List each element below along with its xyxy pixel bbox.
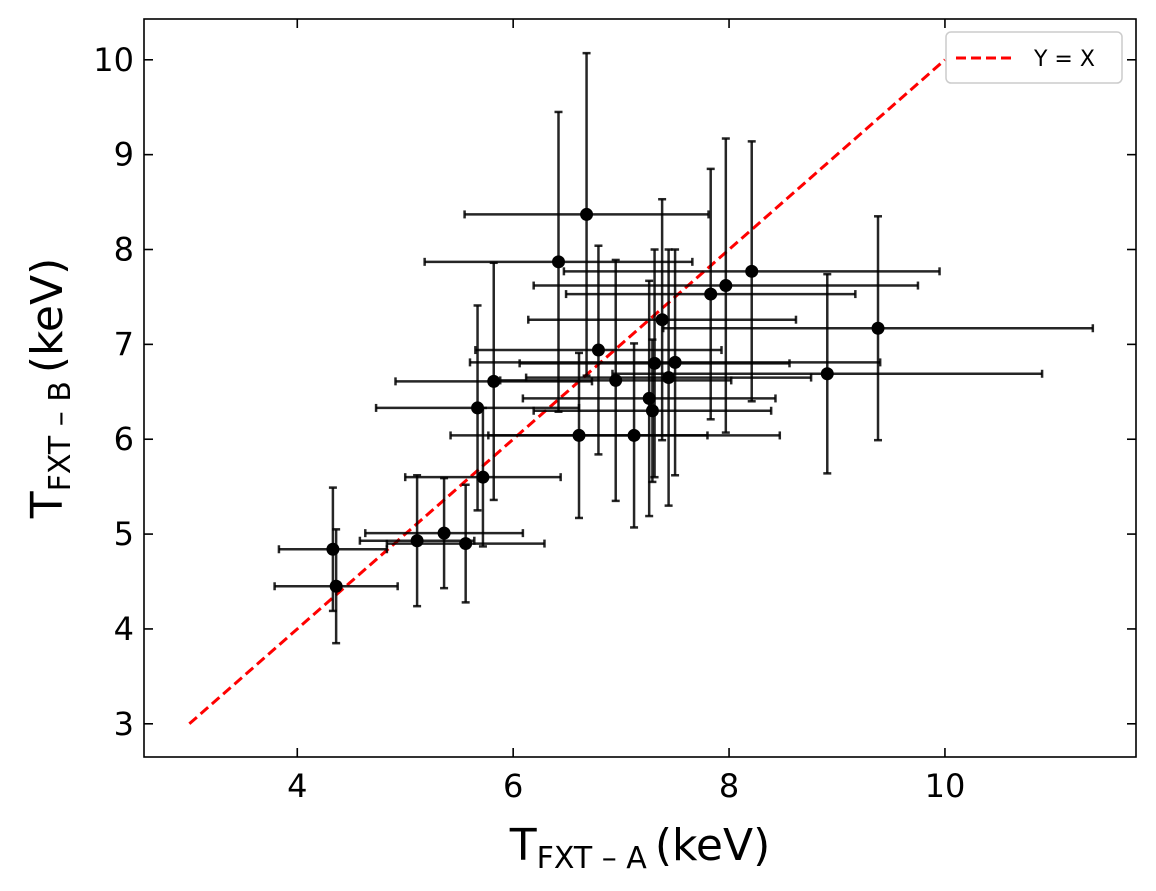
data-point-marker [591, 343, 605, 357]
x-axis-label-sub: FXT – A [537, 841, 648, 876]
x-tick-label: 10 [925, 767, 966, 805]
data-point-group-20 [564, 167, 857, 421]
data-point-marker [655, 313, 669, 327]
data-point-marker [745, 264, 759, 278]
axis-ticks: 4 6 8 10 3 4 5 6 7 8 9 10 [93, 19, 1136, 805]
data-point-marker [609, 373, 623, 387]
data-point-marker [580, 207, 594, 221]
data-point-marker [552, 255, 566, 269]
data-point-marker [410, 534, 424, 548]
y-tick-label: 10 [93, 41, 134, 79]
legend-box [945, 31, 1123, 84]
data-point-group-6 [403, 406, 562, 548]
data-point-group-19 [468, 248, 882, 477]
legend: Y = X [945, 31, 1123, 84]
data-point-marker [871, 321, 885, 335]
data-point-group-24 [661, 215, 1095, 442]
data-point-marker [487, 374, 501, 388]
data-point-group-3 [364, 476, 525, 590]
data-point-group-10 [463, 51, 710, 377]
data-point-marker [820, 367, 834, 381]
plot-area [188, 58, 946, 725]
data-point-marker [459, 537, 473, 551]
x-tick-label: 8 [719, 767, 739, 805]
data-point-marker [645, 404, 659, 418]
y-tick-label: 8 [114, 231, 134, 269]
data-point-group-4 [385, 483, 546, 604]
data-point-marker [627, 428, 641, 442]
y-tick-label: 7 [114, 325, 134, 363]
y-tick-label: 9 [114, 136, 134, 174]
y-axis-label-sub: FXT – B [43, 381, 78, 491]
y-tick-label: 4 [114, 610, 134, 648]
y-axis-label-main: T [22, 491, 73, 519]
data-point-group-1 [273, 528, 399, 645]
data-point-group-11 [474, 244, 723, 456]
x-tick-label: 6 [503, 767, 523, 805]
y-axis-label: TFXT – B (keV) [22, 258, 78, 520]
data-point-marker [668, 355, 682, 369]
plot-frame [143, 18, 1137, 758]
x-axis-label: TFXT – A (keV) [509, 820, 771, 876]
y-tick-label: 6 [114, 420, 134, 458]
data-point-group-21 [532, 137, 920, 434]
legend-label: Y = X [1033, 47, 1095, 72]
x-axis-label-main: T [509, 820, 537, 871]
y-axis-label-unit: (keV) [22, 258, 73, 373]
x-tick-label: 4 [287, 767, 307, 805]
data-point-marker [476, 470, 490, 484]
data-point-marker [719, 279, 733, 293]
y-tick-label: 5 [114, 515, 134, 553]
data-point-marker [437, 526, 451, 540]
data-layer [273, 51, 1095, 645]
reference-line-y-equals-x [188, 58, 946, 725]
data-point-marker [329, 579, 343, 593]
x-axis-label-unit: (keV) [655, 820, 770, 871]
y-tick-label: 3 [114, 705, 134, 743]
data-point-marker [326, 542, 340, 556]
data-point-group-23 [611, 272, 1044, 475]
data-point-marker [471, 401, 485, 415]
data-point-marker [704, 287, 718, 301]
